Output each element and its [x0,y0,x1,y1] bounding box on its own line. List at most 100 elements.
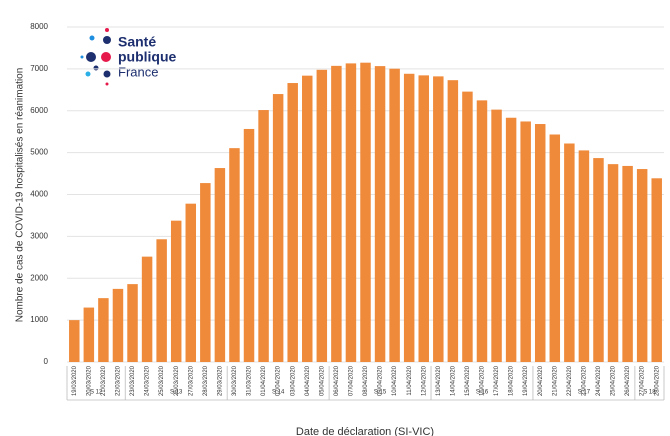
x-tick-label: 26/03/2020 [174,365,180,396]
x-tick-label: 11/04/2020 [407,365,413,395]
logo-dot [103,70,111,78]
bar [287,83,298,362]
y-tick-label: 2000 [30,273,48,282]
logo-dot [105,82,109,86]
bar [170,220,182,362]
x-tick-label: 04/04/2020 [305,365,311,396]
logo-dot [93,65,99,71]
x-tick-label: 15/04/2020 [465,365,471,396]
x-tick-label: 22/03/2020 [116,365,122,396]
bar [127,284,138,362]
bar [462,91,473,362]
bar [476,100,488,363]
logo-text: publique [118,49,177,65]
bar [83,307,95,362]
bar [578,150,590,362]
x-tick-label: 03/04/2020 [290,365,296,396]
logo: Santé publique France [80,28,177,86]
x-tick-label: 25/03/2020 [159,365,165,396]
bar [374,66,386,362]
x-tick-label: 07/04/2020 [349,365,355,396]
x-tick-label: 31/03/2020 [247,365,253,396]
x-tick-label: 05/04/2020 [319,365,325,396]
bar [229,148,240,362]
bar [345,63,357,362]
x-tick-label: 23/03/2020 [130,365,136,396]
x-tick-label: 24/04/2020 [596,365,602,396]
bar [141,256,153,362]
week-label: S 15 [374,390,387,396]
logo-dot [80,55,84,59]
y-axis-title: Nombre de cas de COVID-19 hospitalisés e… [15,68,26,323]
x-tick-label: 09/04/2020 [378,365,384,396]
week-label: S 16 [476,390,489,396]
logo-text: Santé [118,34,156,50]
y-tick-label: 6000 [30,106,48,115]
bar [243,128,255,362]
x-tick-label: 24/03/2020 [145,365,151,396]
x-tick-label: 01/04/2020 [261,365,267,396]
x-tick-label: 28/04/2020 [654,365,660,396]
bar [520,121,531,362]
y-tick-label: 7000 [30,64,48,73]
bar [549,134,561,362]
bar [433,76,444,362]
bar [360,62,371,363]
y-tick-label: 3000 [30,231,48,240]
x-tick-label: 28/03/2020 [203,365,209,396]
y-tick-label: 0 [44,357,49,366]
logo-dot [101,52,111,62]
bar [200,183,211,362]
bar [389,68,400,363]
bar [593,158,604,362]
x-tick-label: 27/04/2020 [640,365,646,396]
y-tick-label: 1000 [30,315,48,324]
x-tick-label: 12/04/2020 [421,365,427,396]
x-tick-label: 10/04/2020 [392,365,398,396]
bar [564,143,575,362]
bar [447,80,459,363]
bar [651,178,662,362]
logo-text: France [118,64,158,79]
bar [403,73,415,362]
week-label: S 17 [578,390,591,396]
x-tick-label: 17/04/2020 [494,365,500,396]
x-tick-label: 26/04/2020 [625,365,631,396]
x-tick-label: 19/03/2020 [72,365,78,396]
x-tick-label: 19/04/2020 [523,365,529,396]
y-tick-label: 5000 [30,148,48,157]
week-label: S 12 [90,390,103,396]
x-tick-label: 27/03/2020 [188,365,194,396]
bar [491,109,502,362]
bar [316,69,328,362]
x-tick-label: 23/04/2020 [581,365,587,396]
bar [258,110,269,363]
y-tick-label: 8000 [30,22,48,31]
x-tick-label: 14/04/2020 [450,365,456,396]
logo-dot [103,36,111,44]
bar [185,203,197,362]
x-tick-label: 25/04/2020 [611,365,617,396]
x-axis-title: Date de déclaration (SI-VIC) [296,426,434,436]
logo-dot [105,28,109,32]
x-tick-label: 08/04/2020 [363,365,369,396]
x-tick-label: 06/04/2020 [334,365,340,396]
x-tick-label: 30/03/2020 [232,365,238,396]
bar [272,94,284,363]
week-label: S 13 [170,390,183,396]
bar [636,169,648,362]
bar [156,239,167,362]
bar [534,124,546,362]
x-tick-label: 22/04/2020 [567,365,573,396]
logo-dot [86,52,96,62]
bar [418,75,429,362]
x-tick-label: 29/03/2020 [217,365,223,396]
y-tick-label: 4000 [30,190,48,199]
x-tick-label: 20/03/2020 [86,365,92,396]
bar [622,165,633,362]
logo-dot [85,71,91,77]
week-label: S 14 [272,390,285,396]
bar [214,168,226,362]
bar [505,117,517,362]
